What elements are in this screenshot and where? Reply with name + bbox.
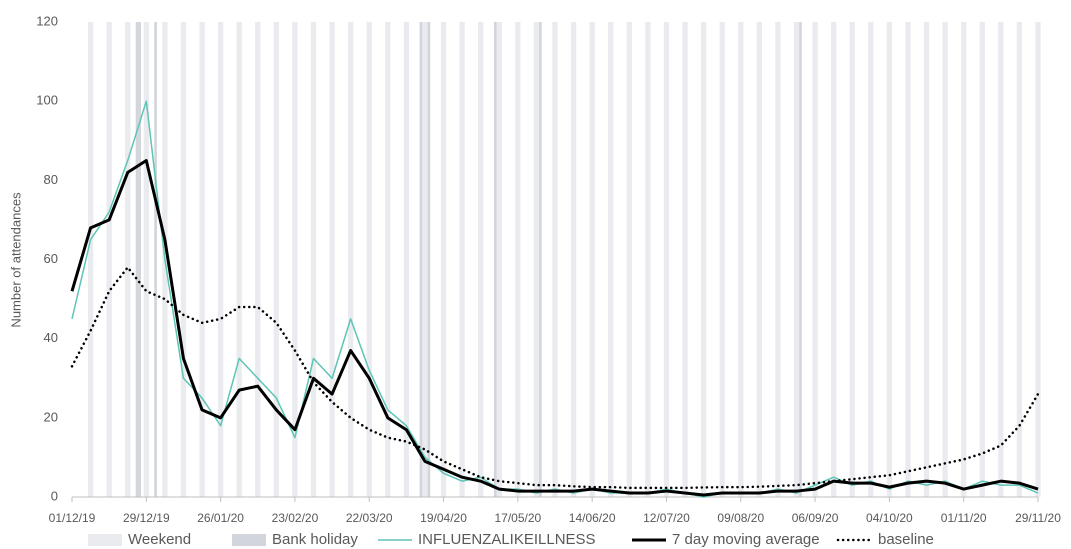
band bbox=[831, 22, 837, 497]
band bbox=[682, 22, 688, 497]
x-tick-label: 29/12/19 bbox=[123, 511, 170, 525]
band bbox=[138, 22, 141, 497]
x-tick-label: 01/12/19 bbox=[49, 511, 96, 525]
x-tick-label: 01/11/20 bbox=[941, 511, 987, 525]
x-tick-label: 17/05/20 bbox=[494, 511, 541, 525]
band bbox=[125, 22, 131, 497]
band bbox=[645, 22, 651, 497]
y-tick-label: 60 bbox=[44, 251, 58, 266]
band bbox=[700, 22, 707, 497]
band bbox=[515, 22, 521, 497]
band bbox=[478, 22, 484, 497]
band bbox=[422, 22, 428, 497]
band bbox=[427, 22, 431, 497]
band bbox=[756, 22, 762, 497]
y-tick-label: 80 bbox=[44, 172, 58, 187]
x-tick-label: 26/01/20 bbox=[197, 511, 244, 525]
band bbox=[348, 22, 354, 497]
plot: 0 20 40 60 80 100 120 01/12/19 29/12/19 26/01/20 2… bbox=[36, 13, 1061, 525]
band bbox=[87, 22, 94, 497]
band bbox=[775, 22, 781, 497]
band bbox=[310, 22, 317, 497]
band bbox=[366, 22, 372, 497]
band bbox=[868, 22, 874, 497]
band bbox=[135, 22, 139, 497]
legend-label: Weekend bbox=[128, 531, 191, 548]
x-tick-label: 22/03/20 bbox=[346, 511, 393, 525]
y-axis-title: Number of attendances bbox=[8, 192, 23, 328]
bands bbox=[87, 22, 1041, 497]
x-tick-label: 14/06/20 bbox=[569, 511, 616, 525]
band bbox=[663, 22, 670, 497]
band bbox=[589, 22, 595, 497]
band bbox=[539, 22, 542, 497]
band bbox=[143, 22, 149, 497]
band bbox=[608, 22, 614, 497]
band bbox=[385, 22, 391, 497]
band bbox=[255, 22, 261, 497]
x-tick-label: 04/10/20 bbox=[866, 511, 913, 525]
band bbox=[496, 22, 502, 497]
band bbox=[292, 22, 298, 497]
band bbox=[154, 22, 157, 497]
legend-swatch bbox=[88, 534, 122, 546]
band bbox=[459, 22, 465, 497]
series-line bbox=[70, 159, 1039, 497]
x-tick-label: 23/02/20 bbox=[272, 511, 319, 525]
y-tick-label: 40 bbox=[44, 330, 58, 345]
band bbox=[570, 22, 577, 497]
band bbox=[1016, 22, 1023, 497]
band bbox=[180, 22, 187, 497]
band bbox=[626, 22, 632, 497]
band bbox=[533, 22, 540, 497]
band bbox=[419, 22, 423, 497]
band bbox=[493, 22, 497, 497]
x-tick-label: 29/11/20 bbox=[1015, 511, 1061, 525]
band bbox=[1035, 22, 1041, 497]
band bbox=[738, 22, 744, 497]
band bbox=[799, 22, 802, 497]
y-tick-label: 20 bbox=[44, 409, 58, 424]
band bbox=[923, 22, 930, 497]
band bbox=[273, 22, 279, 497]
y-tick-label: 100 bbox=[36, 93, 58, 108]
band bbox=[199, 22, 205, 497]
band bbox=[217, 22, 224, 497]
band bbox=[329, 22, 335, 497]
band bbox=[236, 22, 242, 497]
x-tick-label: 09/08/20 bbox=[717, 511, 764, 525]
band bbox=[403, 22, 410, 497]
band bbox=[812, 22, 818, 497]
legend-label: baseline bbox=[878, 531, 934, 548]
series-line bbox=[70, 266, 1040, 490]
legend-label: 7 day moving average bbox=[672, 531, 820, 548]
band bbox=[440, 22, 447, 497]
y-tick-label: 120 bbox=[36, 13, 58, 28]
legend-swatch bbox=[232, 534, 266, 546]
legend-label: Bank holiday bbox=[272, 531, 358, 548]
x-tick-label: 19/04/20 bbox=[420, 511, 467, 525]
band bbox=[942, 22, 948, 497]
band bbox=[793, 22, 800, 497]
band bbox=[719, 22, 725, 497]
band bbox=[979, 22, 985, 497]
band bbox=[849, 22, 855, 497]
band bbox=[886, 22, 893, 497]
legend: Weekend Bank holiday INFLUENZALIKEILLNESS 7… bbox=[88, 531, 934, 548]
band bbox=[998, 22, 1004, 497]
band bbox=[552, 22, 558, 497]
band bbox=[106, 22, 112, 497]
y-tick-label: 0 bbox=[51, 488, 58, 503]
band bbox=[961, 22, 967, 497]
x-tick-label: 12/07/20 bbox=[643, 511, 690, 525]
band bbox=[905, 22, 911, 497]
legend-label: INFLUENZALIKEILLNESS bbox=[418, 531, 596, 548]
x-tick-label: 06/09/20 bbox=[792, 511, 839, 525]
